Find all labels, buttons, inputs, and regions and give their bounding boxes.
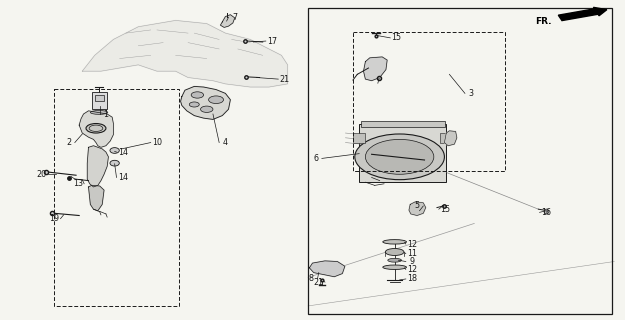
Text: 5: 5: [414, 202, 419, 211]
Text: 7: 7: [232, 13, 238, 22]
Polygon shape: [89, 185, 104, 211]
Text: 15: 15: [440, 205, 450, 214]
Text: 1: 1: [103, 109, 108, 118]
Text: 19: 19: [49, 214, 59, 223]
Text: 10: 10: [152, 138, 162, 147]
Text: 16: 16: [541, 208, 551, 217]
Circle shape: [209, 96, 224, 104]
Text: 18: 18: [407, 275, 417, 284]
Text: 13: 13: [73, 179, 83, 188]
Text: 4: 4: [223, 138, 228, 147]
Polygon shape: [444, 131, 457, 146]
Text: 20: 20: [37, 170, 47, 179]
Bar: [308, 8, 612, 315]
Text: FR.: FR.: [536, 17, 552, 26]
Text: 14: 14: [118, 148, 127, 156]
Polygon shape: [82, 20, 288, 87]
Polygon shape: [88, 146, 108, 187]
Text: 17: 17: [267, 36, 277, 45]
Circle shape: [355, 134, 444, 180]
Text: 11: 11: [407, 249, 417, 258]
Ellipse shape: [388, 258, 401, 262]
Text: 12: 12: [407, 240, 417, 249]
Bar: [95, 95, 104, 101]
Text: 21: 21: [279, 75, 289, 84]
Polygon shape: [364, 57, 387, 81]
Text: 6: 6: [313, 154, 318, 163]
Circle shape: [201, 106, 213, 112]
FancyArrow shape: [558, 7, 607, 20]
Bar: [359, 124, 446, 182]
Polygon shape: [79, 111, 113, 147]
Polygon shape: [221, 15, 235, 28]
Text: 21: 21: [314, 278, 324, 287]
Text: 9: 9: [409, 257, 414, 266]
Bar: [54, 89, 179, 306]
Text: 14: 14: [118, 173, 127, 182]
Text: 15: 15: [391, 33, 402, 42]
Bar: [353, 133, 366, 142]
Text: 12: 12: [407, 265, 417, 274]
Circle shape: [191, 92, 204, 98]
Ellipse shape: [110, 148, 119, 153]
Polygon shape: [181, 86, 231, 119]
Text: 3: 3: [469, 89, 474, 98]
Text: 2: 2: [66, 138, 71, 147]
Bar: [361, 121, 445, 127]
Bar: [353, 32, 506, 171]
Polygon shape: [309, 261, 345, 277]
Ellipse shape: [86, 124, 106, 133]
Circle shape: [189, 102, 199, 107]
Text: 8: 8: [309, 275, 314, 284]
Ellipse shape: [382, 265, 406, 269]
Polygon shape: [409, 202, 426, 215]
Bar: [92, 92, 107, 109]
Circle shape: [366, 140, 434, 174]
Ellipse shape: [91, 110, 108, 114]
Ellipse shape: [382, 240, 406, 244]
Ellipse shape: [110, 160, 119, 166]
Bar: [440, 133, 452, 142]
Ellipse shape: [385, 249, 404, 255]
